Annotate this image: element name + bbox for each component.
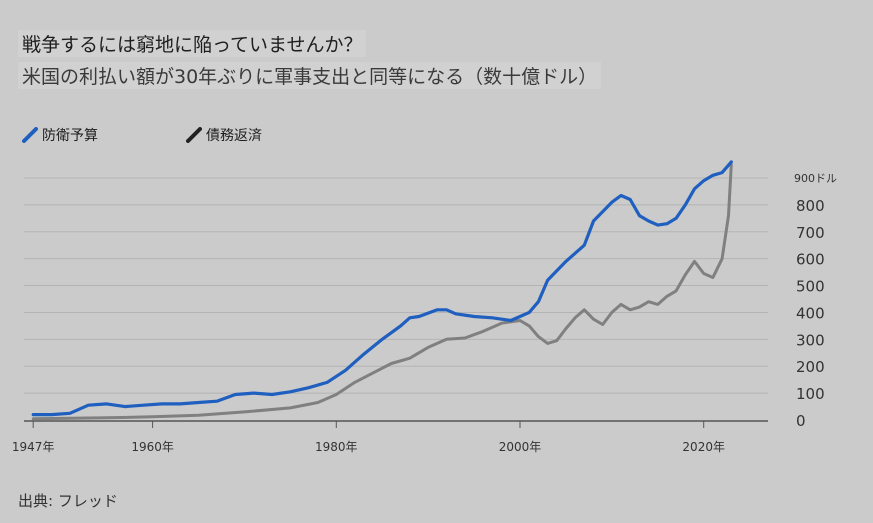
series-line-defense [31,160,733,417]
x-tick-label: 1947年 [12,440,55,454]
x-tick-label: 1960年 [131,440,174,454]
x-tick-label: 1980年 [315,440,358,454]
y-tick-label: 100 [796,385,825,403]
y-tick-label: 800 [796,197,825,215]
legend-swatch-debt [186,127,202,143]
y-tick-label: 700 [796,224,825,242]
y-tick-label: 200 [796,358,825,376]
chart-legend: 防衛予算 債務返済 [22,125,262,145]
chart-title: 戦争するには窮地に陥っていませんか？ [18,30,367,57]
y-tick-label: 600 [796,251,825,269]
y-tick-label: 300 [796,331,825,349]
y-unit-label: 900ドル [794,172,837,185]
legend-label-defense: 防衛予算 [42,128,98,144]
series-line-debt [31,163,733,421]
chart-series [31,160,733,421]
chart-gridlines [24,177,768,394]
y-tick-label: 500 [796,278,825,296]
y-axis-ticks: 0 100 200 300 400 500 600 700 800 900ドル [794,172,837,430]
x-axis: 1947年 1960年 1980年 2000年 2020年 [12,420,768,454]
source-note: 出典: フレッド [18,492,118,510]
legend-label-debt: 債務返済 [206,128,262,144]
x-tick-label: 2020年 [682,440,725,454]
legend-swatch-defense [22,127,38,143]
y-tick-label: 0 [796,412,806,430]
legend-item-debt: 債務返済 [186,125,262,145]
y-tick-label: 400 [796,304,825,322]
chart-subtitle: 米国の利払い額が30年ぶりに軍事支出と同等になる（数十億ドル） [18,62,602,89]
legend-item-defense: 防衛予算 [22,125,98,145]
x-tick-label: 2000年 [499,440,542,454]
